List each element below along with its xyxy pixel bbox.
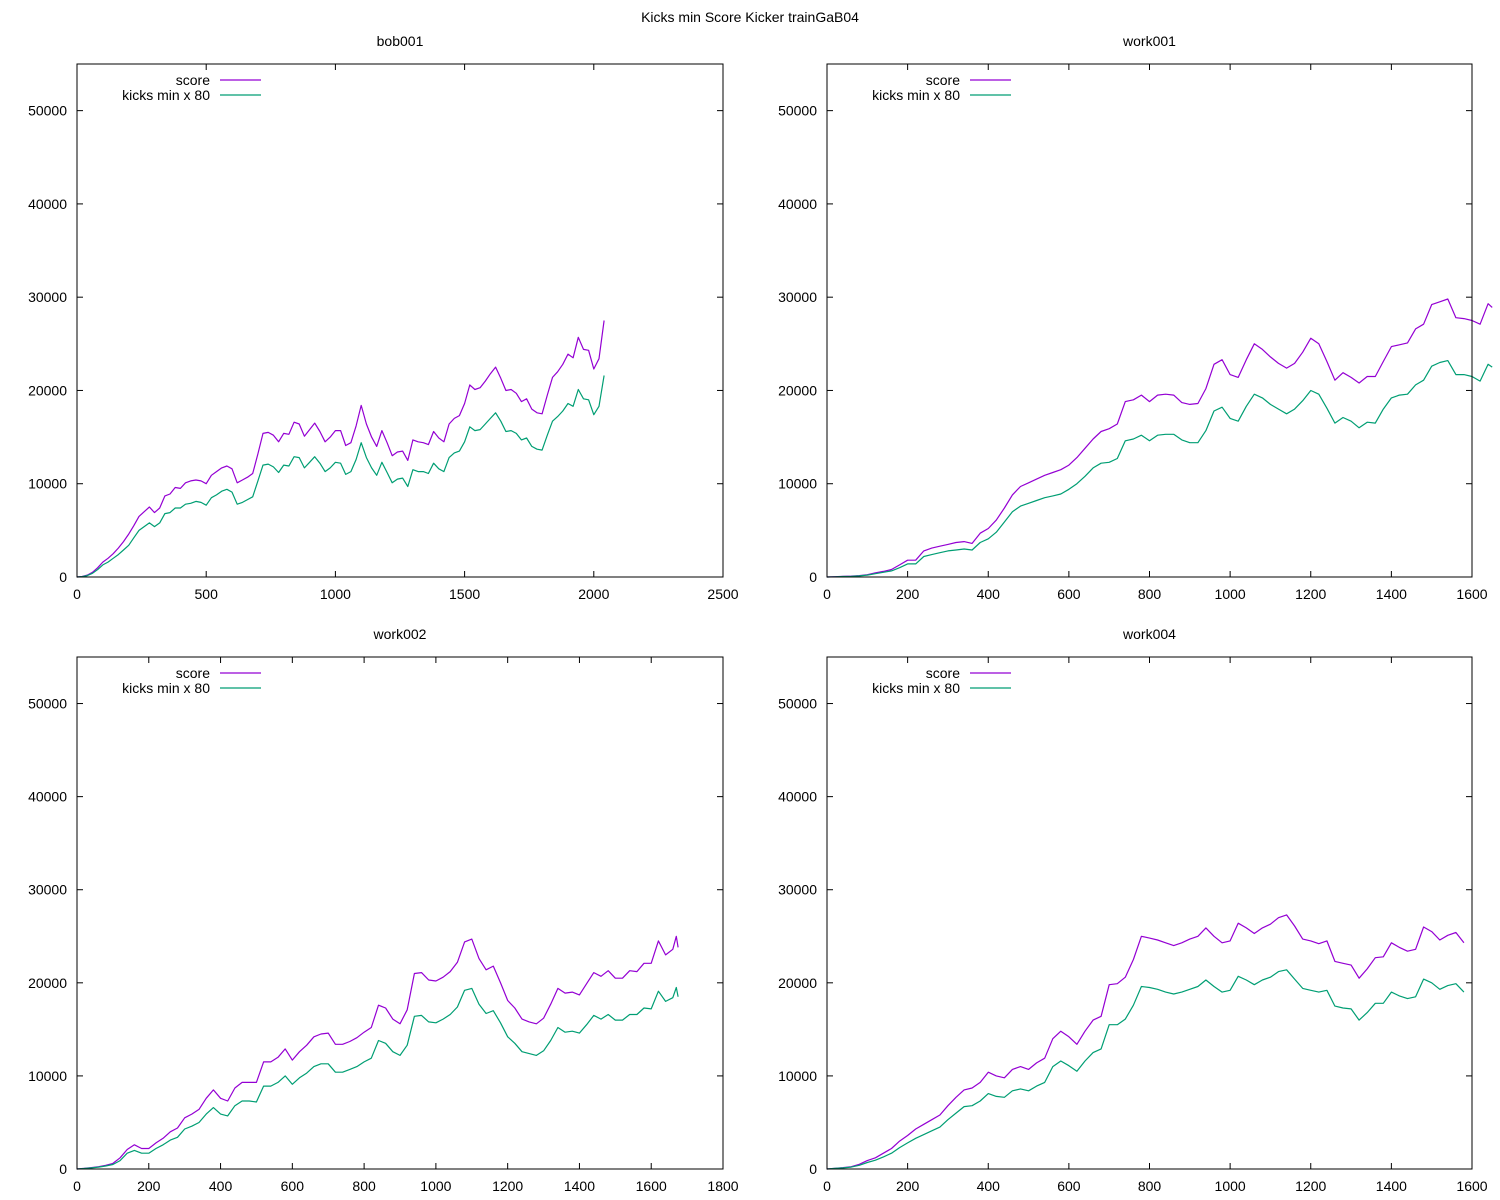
x-tick-label: 1400	[1376, 1178, 1407, 1194]
y-tick-label: 20000	[778, 382, 817, 398]
series-line-score	[76, 320, 605, 578]
y-tick-label: 40000	[28, 196, 67, 212]
legend-score-label: score	[176, 665, 210, 681]
y-tick-label: 20000	[28, 382, 67, 398]
x-tick-label: 1400	[1376, 586, 1407, 602]
x-tick-label: 1200	[1295, 1178, 1326, 1194]
x-tick-label: 800	[352, 1178, 376, 1194]
x-tick-label: 1000	[420, 1178, 451, 1194]
x-tick-label: 400	[209, 1178, 233, 1194]
y-tick-label: 40000	[778, 196, 817, 212]
y-tick-label: 50000	[28, 103, 67, 119]
x-tick-label: 1600	[1456, 586, 1487, 602]
x-tick-label: 500	[195, 586, 219, 602]
y-tick-label: 10000	[28, 476, 67, 492]
plot-frame	[826, 656, 1473, 1170]
legend-score-label: score	[176, 72, 210, 88]
series-line-kicks	[826, 969, 1465, 1170]
y-tick-label: 40000	[778, 789, 817, 805]
x-tick-label: 1800	[707, 1178, 738, 1194]
y-tick-label: 10000	[778, 476, 817, 492]
x-tick-label: 1200	[492, 1178, 523, 1194]
x-tick-label: 400	[977, 1178, 1001, 1194]
subplot-work004: work004 0 10000 20000 30000 40000 50000 0 200 400…	[778, 626, 1488, 1194]
legend-score-label: score	[926, 665, 960, 681]
x-tick-label: 1400	[564, 1178, 595, 1194]
y-tick-label: 10000	[778, 1068, 817, 1084]
x-tick-label: 1600	[1456, 1178, 1487, 1194]
x-tick-label: 600	[1057, 1178, 1081, 1194]
subplot-title: work004	[1122, 626, 1176, 642]
y-tick-label: 30000	[778, 289, 817, 305]
y-tick-label: 50000	[778, 696, 817, 712]
legend-kicks-label: kicks min x 80	[122, 87, 210, 103]
legend-kicks-label: kicks min x 80	[872, 680, 960, 696]
figure-title: Kicks min Score Kicker trainGaB04	[641, 9, 859, 25]
series-line-score	[76, 935, 679, 1170]
x-tick-label: 1500	[449, 586, 480, 602]
y-tick-label: 0	[59, 1161, 67, 1177]
series-line-kicks	[76, 986, 679, 1170]
subplot-work001: work001 0 10000 20000 30000 40000 50000 0 200 400…	[778, 33, 1493, 602]
x-tick-label: 600	[281, 1178, 305, 1194]
legend-score-label: score	[926, 72, 960, 88]
x-tick-label: 200	[896, 1178, 920, 1194]
y-tick-label: 0	[59, 569, 67, 585]
series-line-score	[826, 298, 1493, 578]
plot-frame	[76, 656, 724, 1170]
subplot-title: bob001	[377, 33, 424, 49]
x-tick-label: 1000	[1215, 1178, 1246, 1194]
series-line-kicks	[826, 360, 1493, 578]
y-tick-label: 30000	[28, 882, 67, 898]
x-tick-label: 400	[977, 586, 1001, 602]
x-tick-label: 1000	[320, 586, 351, 602]
legend-kicks-label: kicks min x 80	[872, 87, 960, 103]
y-tick-label: 30000	[778, 882, 817, 898]
x-tick-label: 1200	[1295, 586, 1326, 602]
y-tick-label: 50000	[28, 696, 67, 712]
x-tick-label: 2500	[707, 586, 738, 602]
legend-kicks-label: kicks min x 80	[122, 680, 210, 696]
x-tick-label: 0	[73, 586, 81, 602]
y-tick-label: 50000	[778, 103, 817, 119]
y-tick-label: 10000	[28, 1068, 67, 1084]
plot-frame	[76, 63, 724, 578]
y-tick-label: 20000	[778, 975, 817, 991]
x-tick-label: 800	[1138, 586, 1162, 602]
y-tick-label: 40000	[28, 789, 67, 805]
y-tick-label: 0	[809, 1161, 817, 1177]
x-tick-label: 1600	[636, 1178, 667, 1194]
y-tick-label: 0	[809, 569, 817, 585]
subplot-title: work002	[373, 626, 427, 642]
x-tick-label: 200	[137, 1178, 161, 1194]
y-tick-label: 20000	[28, 975, 67, 991]
plot-frame	[826, 63, 1473, 578]
x-tick-label: 1000	[1215, 586, 1246, 602]
subplot-bob001: bob001 0 10000 20000 30000 40000 50000 0 500 1000…	[28, 33, 739, 602]
x-tick-label: 0	[73, 1178, 81, 1194]
x-tick-label: 600	[1057, 586, 1081, 602]
x-tick-label: 0	[823, 1178, 831, 1194]
x-tick-label: 2000	[578, 586, 609, 602]
series-line-score	[826, 914, 1465, 1170]
x-tick-label: 200	[896, 586, 920, 602]
series-line-kicks	[76, 375, 605, 578]
x-tick-label: 0	[823, 586, 831, 602]
subplot-work002: work002 0 10000 20000 30000 40000 50000 0 200 400…	[28, 626, 739, 1194]
subplot-title: work001	[1122, 33, 1176, 49]
x-tick-label: 800	[1138, 1178, 1162, 1194]
y-tick-label: 30000	[28, 289, 67, 305]
